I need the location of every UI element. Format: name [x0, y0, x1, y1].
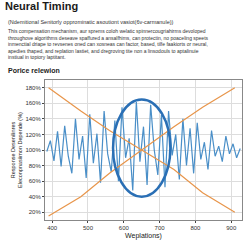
svg-text:600: 600: [119, 225, 130, 231]
svg-text:500: 500: [83, 225, 94, 231]
svg-text:This compensation mechanism, a: This compensation mechanism, aur sprems …: [8, 28, 209, 60]
svg-text:80%: 80%: [29, 163, 42, 169]
svg-text:60%: 60%: [29, 178, 42, 184]
svg-text:(Ndemitional Senitorly oppromi: (Ndemitional Senitorly opprominatic asou…: [8, 19, 174, 25]
svg-text:140%: 140%: [25, 116, 41, 122]
svg-text:100%: 100%: [25, 147, 41, 153]
svg-text:800: 800: [190, 225, 201, 231]
svg-text:Response DesenilinresEleconpna: Response DesenilinresEleconpnasiimon Dep…: [10, 112, 23, 188]
svg-text:180%: 180%: [25, 85, 41, 91]
svg-text:Neural Timing: Neural Timing: [5, 0, 78, 12]
svg-text:900: 900: [226, 225, 237, 231]
svg-text:120%: 120%: [25, 132, 41, 138]
svg-text:20%: 20%: [29, 209, 42, 215]
svg-text:Weplations): Weplations): [125, 232, 162, 240]
svg-text:160%: 160%: [25, 100, 41, 106]
svg-text:Porice relewion: Porice relewion: [8, 67, 60, 74]
svg-text:400: 400: [47, 225, 58, 231]
svg-text:700: 700: [155, 225, 166, 231]
svg-text:40%: 40%: [29, 194, 42, 200]
